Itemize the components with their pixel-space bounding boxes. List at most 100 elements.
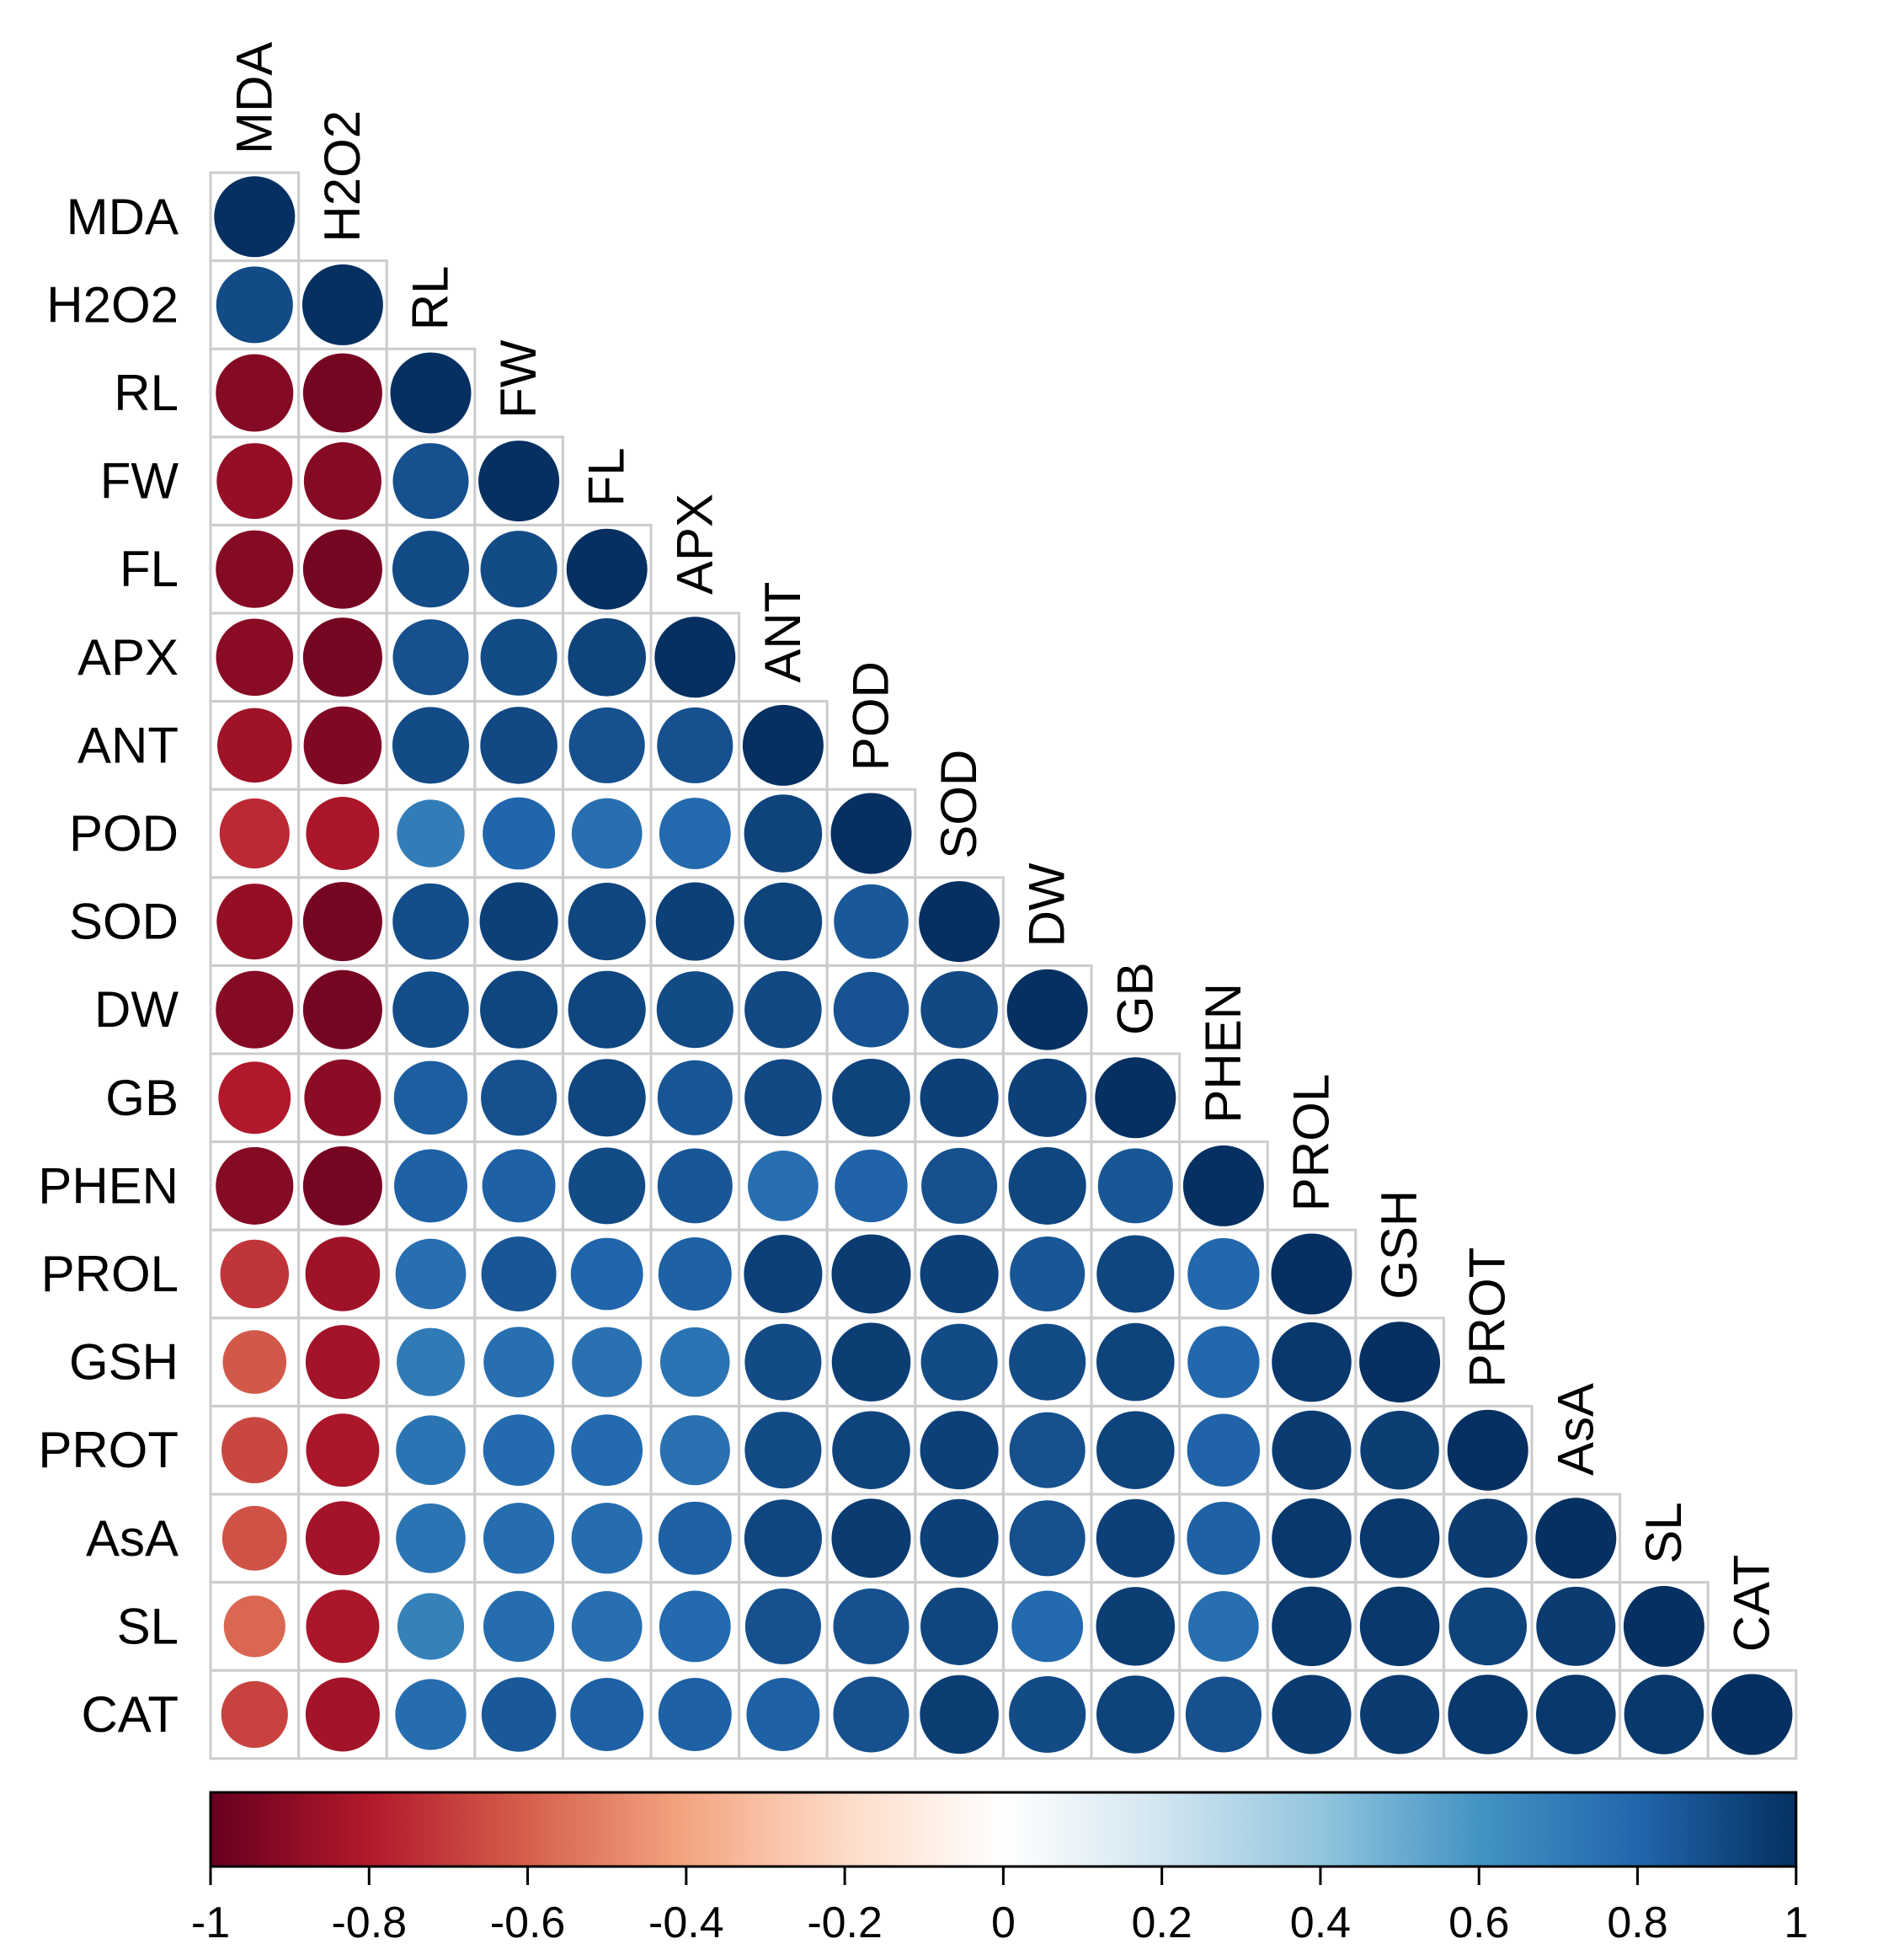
colorbar-tick-label: 0.2	[1132, 1899, 1192, 1947]
corr-circle-PROL-FW	[481, 1236, 557, 1312]
col-label-POD: POD	[843, 661, 899, 771]
corr-circle-POD-FW	[483, 797, 556, 870]
corr-circle-PHEN-GB	[1097, 1148, 1173, 1224]
corr-circle-GSH-SOD	[920, 1323, 998, 1401]
row-label-AsA: AsA	[86, 1510, 179, 1567]
corr-circle-GSH-PROL	[1272, 1322, 1352, 1402]
col-label-PROL: PROL	[1283, 1074, 1340, 1211]
corr-circle-GB-DW	[1008, 1058, 1087, 1137]
corr-circle-POD-H2O2	[306, 797, 380, 870]
corr-circle-CAT-GSH	[1360, 1674, 1440, 1754]
corr-circle-PHEN-H2O2	[302, 1146, 382, 1226]
corr-circle-SOD-SOD	[919, 881, 1000, 963]
corr-circle-CAT-ANT	[746, 1678, 820, 1751]
row-label-FW: FW	[100, 453, 179, 510]
corr-circle-GSH-FL	[572, 1327, 643, 1397]
corr-circle-GSH-APX	[660, 1327, 730, 1397]
corr-circle-FL-FL	[566, 528, 648, 610]
corr-circle-APX-FW	[480, 618, 557, 696]
corr-circle-PROT-PHEN	[1187, 1413, 1261, 1487]
corr-circle-PROT-PROT	[1447, 1409, 1528, 1491]
corr-circle-SL-APX	[659, 1590, 731, 1663]
corr-circle-PROL-PHEN	[1187, 1237, 1260, 1311]
corr-circle-SL-FW	[483, 1590, 555, 1663]
row-label-FL: FL	[120, 541, 179, 597]
corr-circle-SL-PROL	[1272, 1586, 1352, 1667]
corr-circle-GB-SOD	[920, 1058, 999, 1137]
colorbar-tick-label: -0.6	[490, 1899, 566, 1947]
col-label-ANT: ANT	[755, 582, 811, 683]
corr-circle-APX-FL	[568, 618, 646, 697]
corr-circle-DW-ANT	[744, 970, 822, 1049]
corr-circle-PROT-RL	[396, 1415, 466, 1485]
corr-circle-DW-RL	[392, 971, 469, 1048]
corr-circle-SOD-RL	[392, 883, 469, 960]
corr-circle-AsA-PROT	[1448, 1498, 1528, 1578]
corr-circle-FL-MDA	[216, 530, 294, 608]
corr-circle-RL-MDA	[216, 354, 294, 432]
col-label-H2O2: H2O2	[314, 110, 371, 243]
corr-circle-SL-SOD	[920, 1587, 999, 1665]
corr-circle-GB-POD	[832, 1059, 910, 1137]
col-label-FL: FL	[579, 447, 635, 506]
colorbar: -1 -0.8 -0.6 -0.4 -0.2 0 0.2 0.4 0.6 0.8 1	[191, 1791, 1808, 1947]
corr-circle-PROT-MDA	[221, 1417, 288, 1483]
corr-circle-POD-MDA	[219, 798, 290, 869]
colorbar-tick-label: -0.4	[648, 1899, 724, 1947]
corr-circle-APX-H2O2	[302, 617, 382, 697]
corr-circle-SOD-H2O2	[302, 882, 382, 962]
corr-circle-FW-RL	[392, 443, 469, 520]
corr-circle-PROL-DW	[1010, 1236, 1086, 1312]
row-label-DW: DW	[94, 981, 179, 1038]
corr-circle-AsA-ANT	[744, 1499, 822, 1578]
row-label-ANT: ANT	[77, 717, 179, 773]
corr-circle-ANT-APX	[657, 707, 733, 783]
corr-circle-GB-ANT	[744, 1059, 822, 1137]
corr-circle-SL-PROT	[1448, 1587, 1527, 1666]
corr-circle-PHEN-PHEN	[1182, 1145, 1264, 1226]
colorbar-tick-label: 1	[1784, 1899, 1808, 1947]
row-label-PROT: PROT	[38, 1422, 179, 1478]
corr-circle-SL-FL	[571, 1591, 643, 1662]
corr-circle-PROT-SOD	[920, 1411, 999, 1490]
row-label-CAT: CAT	[81, 1686, 179, 1743]
corr-circle-POD-RL	[397, 799, 465, 868]
corr-circle-AsA-AsA	[1535, 1498, 1617, 1579]
colorbar-tick-label: -0.8	[331, 1899, 407, 1947]
col-label-FW: FW	[490, 339, 547, 419]
corr-circle-AsA-H2O2	[305, 1501, 380, 1576]
corr-circle-GSH-ANT	[744, 1323, 822, 1401]
corr-circle-SL-MDA	[223, 1595, 285, 1658]
corr-circle-DW-FL	[568, 970, 646, 1049]
corr-circle-CAT-H2O2	[305, 1677, 380, 1752]
corr-circle-GSH-RL	[397, 1327, 465, 1397]
corr-circle-SL-SL	[1623, 1585, 1704, 1667]
corr-circle-H2O2-H2O2	[301, 264, 383, 345]
corr-circle-APX-APX	[654, 617, 736, 698]
corr-circle-GSH-GB	[1096, 1322, 1175, 1402]
circle-layer	[214, 176, 1793, 1755]
corr-circle-DW-POD	[833, 971, 909, 1048]
row-label-MDA: MDA	[67, 189, 179, 245]
corr-circle-PHEN-SOD	[921, 1147, 998, 1224]
corr-circle-GB-FL	[568, 1059, 646, 1137]
corr-circle-CAT-PROT	[1448, 1674, 1528, 1754]
corr-circle-CAT-FW	[481, 1677, 557, 1752]
corr-circle-PROL-ANT	[744, 1234, 823, 1314]
corr-circle-GB-MDA	[218, 1061, 291, 1135]
corr-circle-GSH-FW	[483, 1327, 554, 1397]
corr-circle-PHEN-POD	[835, 1149, 908, 1223]
row-label-SL: SL	[117, 1598, 179, 1654]
corr-circle-CAT-APX	[658, 1678, 732, 1751]
corr-circle-CAT-SOD	[920, 1674, 999, 1754]
corr-circle-AsA-SOD	[920, 1498, 999, 1578]
corr-circle-CAT-POD	[833, 1676, 909, 1753]
row-label-POD: POD	[69, 805, 179, 862]
corr-circle-POD-POD	[830, 793, 912, 874]
corr-circle-AsA-FL	[571, 1503, 643, 1574]
corr-circle-SOD-APX	[655, 882, 734, 961]
corr-circle-GB-H2O2	[304, 1059, 381, 1136]
corr-circle-GB-APX	[657, 1060, 733, 1135]
corr-circle-RL-H2O2	[302, 353, 382, 433]
corr-circle-PROT-APX	[659, 1415, 730, 1486]
